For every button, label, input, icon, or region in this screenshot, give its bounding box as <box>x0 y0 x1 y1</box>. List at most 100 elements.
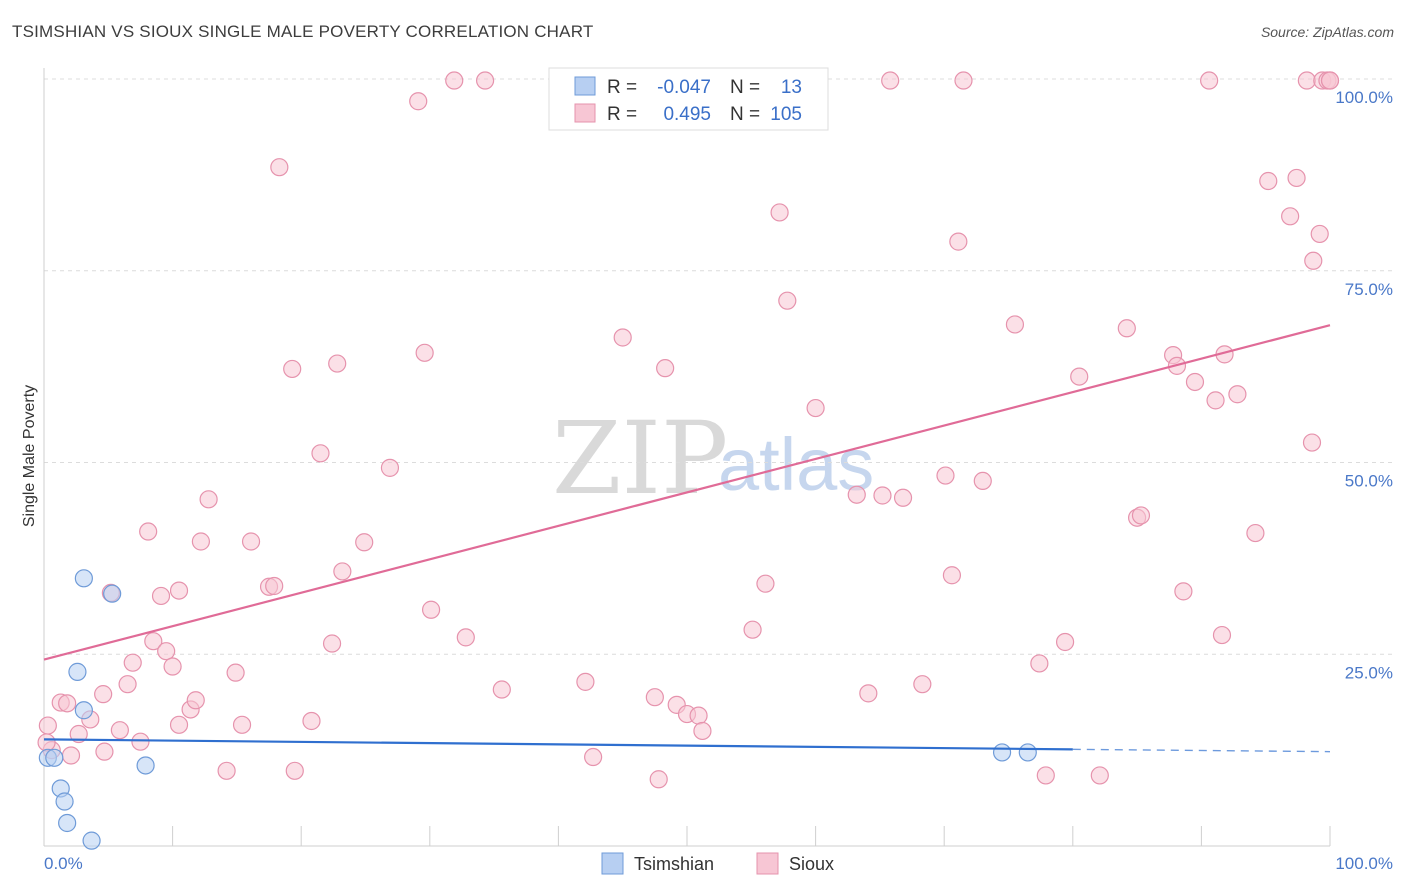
sioux-point <box>645 688 664 707</box>
sioux-point <box>778 291 797 310</box>
tsimshian-trend-line <box>43 738 1073 751</box>
sioux-point <box>38 716 57 735</box>
tsimshian-trend-extension <box>1072 748 1331 753</box>
sioux-point <box>380 458 400 477</box>
sioux-point <box>95 742 114 761</box>
sioux-point <box>1212 625 1232 645</box>
watermark-zip: ZIP <box>552 400 728 517</box>
tsimshian-point <box>68 662 87 681</box>
sioux-point <box>186 691 205 710</box>
sioux-point <box>421 600 441 619</box>
sioux-point <box>1302 433 1322 452</box>
sioux-point <box>1117 319 1136 338</box>
sioux-point <box>157 642 176 661</box>
sioux-point <box>1030 654 1049 673</box>
sioux-point <box>58 694 77 713</box>
tsimshian-point <box>55 792 74 811</box>
sioux-point <box>1036 766 1055 785</box>
sioux-point <box>163 657 182 676</box>
tsimshian-point <box>58 813 77 833</box>
sioux-point <box>1228 385 1247 404</box>
sioux-point <box>1246 523 1265 543</box>
sioux-point <box>270 158 289 177</box>
sioux-point <box>942 566 962 585</box>
sioux-point <box>123 653 142 672</box>
sioux-point <box>139 522 158 541</box>
sioux-point <box>69 724 88 744</box>
legend-swatch-tsimshian <box>574 76 596 96</box>
sioux-point <box>191 532 210 551</box>
sioux-point <box>1259 171 1278 191</box>
bottom-legend-label-sioux: Sioux <box>789 854 834 874</box>
sioux-point <box>873 486 892 505</box>
tsimshian-point <box>103 584 122 603</box>
sioux-point <box>689 706 708 725</box>
sioux-point <box>110 721 129 740</box>
sioux-point <box>806 398 825 418</box>
sioux-point <box>492 680 511 699</box>
source-label: Source: ZipAtlas.com <box>1260 24 1394 40</box>
series-legend: Tsimshian Sioux <box>601 852 834 875</box>
sioux-point <box>1297 71 1316 90</box>
sioux-point <box>913 675 932 694</box>
sioux-point <box>475 71 495 90</box>
sioux-point <box>169 581 189 600</box>
sioux-point <box>311 444 330 463</box>
legend-r-value-tsimshian: -0.047 <box>657 77 711 98</box>
y-tick-label: 25.0% <box>1345 663 1393 682</box>
legend-n-value-tsimshian: 13 <box>781 77 802 98</box>
tsimshian-point <box>45 748 64 767</box>
sioux-point <box>415 343 434 362</box>
legend-swatch-sioux <box>574 103 596 123</box>
sioux-point <box>1090 766 1109 785</box>
sioux-point <box>333 562 352 581</box>
sioux-point <box>169 715 189 734</box>
sioux-point <box>1070 367 1089 386</box>
sioux-point <box>584 747 603 767</box>
tsimshian-point <box>74 701 93 720</box>
legend-r-label-tsimshian: R = <box>607 77 637 98</box>
sioux-point <box>949 232 968 251</box>
sioux-point <box>37 733 56 752</box>
sioux-point <box>1287 168 1306 188</box>
legend-r-value-sioux: 0.495 <box>663 104 711 125</box>
chart-title: TSIMSHIAN VS SIOUX SINGLE MALE POVERTY C… <box>12 22 594 41</box>
sioux-point <box>1200 71 1219 90</box>
sioux-point <box>613 328 632 347</box>
sioux-point <box>217 761 236 780</box>
sioux-point <box>1310 224 1329 244</box>
sioux-point <box>649 770 668 789</box>
sioux-point <box>1174 582 1193 601</box>
sioux-point <box>1304 251 1323 270</box>
sioux-point <box>770 203 789 222</box>
sioux-point <box>893 488 913 507</box>
tsimshian-point <box>136 756 155 775</box>
bottom-legend-swatch-tsimshian <box>601 852 624 875</box>
legend-r-label-sioux: R = <box>607 104 637 125</box>
sioux-point <box>881 71 900 90</box>
sioux-point <box>456 628 475 647</box>
sioux-point <box>151 586 171 606</box>
sioux-point <box>144 632 163 651</box>
y-tick-label: 100.0% <box>1335 88 1393 107</box>
sioux-point <box>954 71 973 90</box>
sioux-point <box>1005 315 1025 334</box>
sioux-point <box>302 711 321 731</box>
bottom-legend-label-tsimshian: Tsimshian <box>634 854 714 874</box>
sioux-point <box>576 672 595 691</box>
sioux-point <box>1281 207 1300 226</box>
tsimshian-point <box>82 831 101 850</box>
sioux-point <box>973 471 992 491</box>
sioux-point <box>131 732 150 751</box>
sioux-point <box>1206 391 1225 410</box>
sioux-point <box>409 92 428 111</box>
tsimshian-point <box>992 743 1012 762</box>
sioux-trend-line <box>43 324 1331 661</box>
sioux-point <box>283 359 302 379</box>
sioux-point <box>226 663 245 682</box>
sioux-point <box>61 746 81 765</box>
y-tick-label: 75.0% <box>1345 280 1393 299</box>
sioux-point <box>241 532 261 551</box>
bottom-legend-swatch-sioux <box>756 852 779 875</box>
sioux-point <box>1131 506 1151 525</box>
